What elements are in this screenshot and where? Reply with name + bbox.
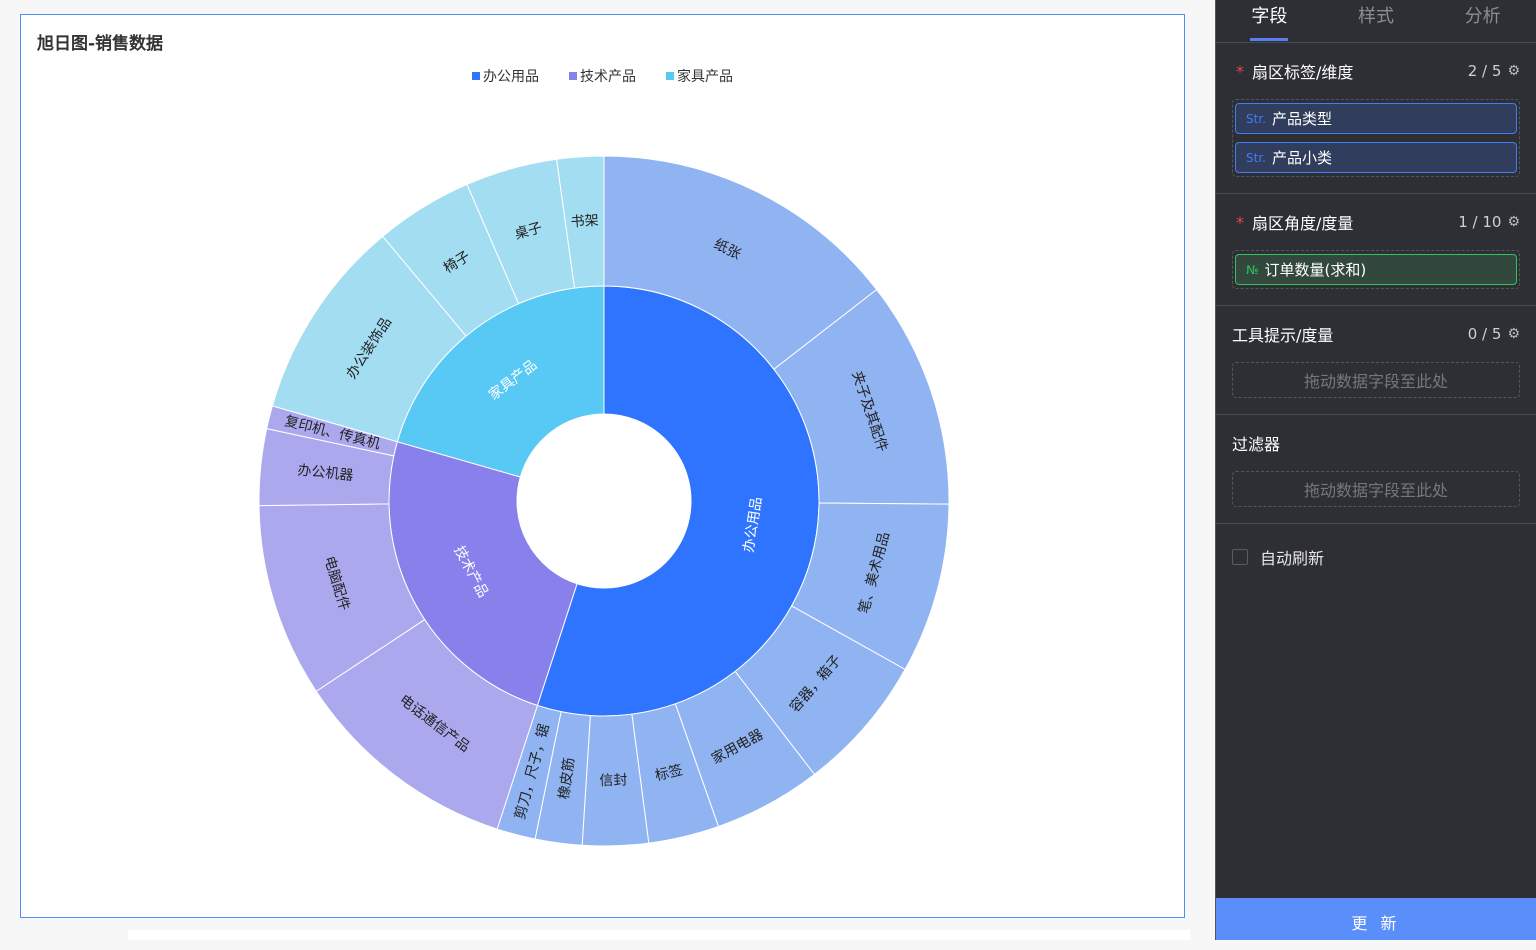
legend-swatch: [666, 72, 674, 80]
string-type-icon: Str.: [1246, 150, 1266, 165]
section-title: 扇区标签/维度: [1252, 63, 1354, 82]
gear-icon[interactable]: ⚙: [1507, 214, 1520, 230]
subsector-label: 信封: [599, 772, 628, 789]
section-title: 扇区角度/度量: [1252, 214, 1354, 233]
field-count: 2 / 5: [1467, 62, 1502, 80]
chart-legend: 办公用品 技术产品 家具产品: [21, 66, 1184, 86]
field-pill-product-subtype[interactable]: Str. 产品小类: [1235, 142, 1517, 173]
required-mark: *: [1236, 61, 1244, 81]
gear-icon[interactable]: ⚙: [1507, 63, 1520, 79]
subsector-label: 书架: [570, 213, 599, 231]
update-button[interactable]: 更 新: [1216, 898, 1536, 940]
legend-label: 办公用品: [483, 69, 539, 85]
field-name: 订单数量(求和): [1264, 261, 1367, 279]
section-title: 工具提示/度量: [1232, 326, 1334, 345]
filter-dropzone[interactable]: 拖动数据字段至此处: [1232, 471, 1520, 507]
auto-refresh-label: 自动刷新: [1260, 549, 1325, 568]
legend-item-tech[interactable]: 技术产品: [569, 66, 636, 86]
legend-label: 技术产品: [580, 69, 636, 85]
bottom-strip: [128, 930, 1190, 940]
auto-refresh-checkbox[interactable]: [1232, 549, 1248, 565]
auto-refresh-row: 自动刷新: [1216, 524, 1536, 590]
legend-swatch: [472, 72, 480, 80]
tab-fields[interactable]: 字段: [1251, 6, 1288, 27]
measure-dropzone[interactable]: № 订单数量(求和): [1232, 250, 1520, 289]
legend-swatch: [569, 72, 577, 80]
field-name: 产品类型: [1271, 110, 1332, 128]
gear-icon[interactable]: ⚙: [1507, 326, 1520, 342]
chart-card: 旭日图-销售数据 办公用品 技术产品 家具产品 办公用品 纸张 夹子及其配件 笔、美术…: [20, 14, 1185, 918]
tooltip-dropzone[interactable]: 拖动数据字段至此处: [1232, 362, 1520, 398]
field-count: 1 / 10: [1458, 213, 1502, 231]
config-panel: 字段 样式 分析 * 扇区标签/维度 2 / 5 ⚙ Str. 产品类型 Str. 产品小…: [1215, 0, 1536, 940]
measure-section: * 扇区角度/度量 1 / 10 ⚙ № 订单数量(求和): [1216, 194, 1536, 306]
string-type-icon: Str.: [1246, 111, 1266, 126]
tooltip-section: 工具提示/度量 0 / 5 ⚙ 拖动数据字段至此处: [1216, 306, 1536, 415]
tab-analysis[interactable]: 分析: [1464, 6, 1501, 27]
field-pill-product-type[interactable]: Str. 产品类型: [1235, 103, 1517, 134]
active-tab-indicator: [1250, 38, 1288, 41]
field-count: 0 / 5: [1467, 325, 1502, 343]
legend-item-office[interactable]: 办公用品: [472, 66, 539, 86]
chart-title: 旭日图-销售数据: [37, 34, 164, 54]
required-mark: *: [1236, 212, 1244, 232]
filter-section: 过滤器 拖动数据字段至此处: [1216, 415, 1536, 524]
legend-item-furniture[interactable]: 家具产品: [666, 66, 733, 86]
subsector-label: 标签: [653, 761, 684, 784]
field-pill-order-count[interactable]: № 订单数量(求和): [1235, 254, 1517, 285]
subsector-label: 桌子: [513, 220, 544, 243]
section-title: 过滤器: [1232, 435, 1281, 454]
sunburst-chart: 办公用品纸张夹子及其配件笔、美术用品容器，箱子家用电器标签信封橡皮筋剪刀，尺子，…: [258, 155, 950, 847]
subsector-label: 办公机器: [297, 463, 354, 484]
legend-label: 家具产品: [677, 69, 733, 85]
field-name: 产品小类: [1271, 149, 1332, 167]
dimension-section: * 扇区标签/维度 2 / 5 ⚙ Str. 产品类型 Str. 产品小类: [1216, 43, 1536, 194]
number-type-icon: №: [1246, 262, 1259, 277]
subsector-2-3[interactable]: [556, 155, 605, 289]
tab-style[interactable]: 样式: [1358, 6, 1394, 27]
dimension-dropzone[interactable]: Str. 产品类型 Str. 产品小类: [1232, 99, 1520, 177]
subsector-label: 橡皮筋: [555, 757, 577, 801]
panel-tabs: 字段 样式 分析: [1216, 0, 1536, 43]
